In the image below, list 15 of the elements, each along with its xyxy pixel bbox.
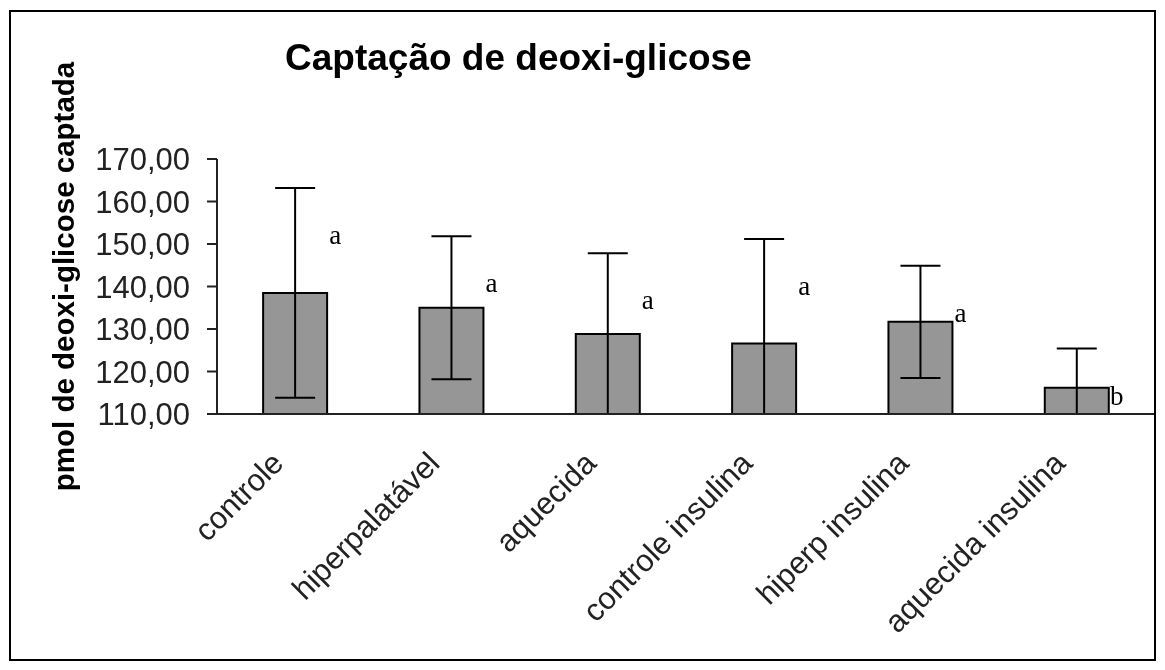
y-tick-label: 130,00 (95, 312, 190, 348)
annotation: a (641, 285, 654, 316)
y-tick-label: 110,00 (97, 397, 190, 433)
annotation: a (954, 297, 967, 328)
annotation: b (1110, 380, 1124, 411)
y-axis-title: pmol de deoxi-glicose captada (46, 61, 80, 492)
annotation: a (329, 219, 342, 250)
y-tick-label: 120,00 (95, 354, 190, 390)
annotation: a (798, 270, 811, 301)
chart-title: Captação de deoxi-glicose (285, 37, 752, 78)
y-tick-label: 150,00 (95, 227, 190, 263)
annotation: a (485, 268, 498, 299)
y-tick-label: 170,00 (95, 142, 190, 178)
y-tick-label: 160,00 (95, 184, 190, 220)
y-tick-label: 140,00 (95, 269, 190, 305)
